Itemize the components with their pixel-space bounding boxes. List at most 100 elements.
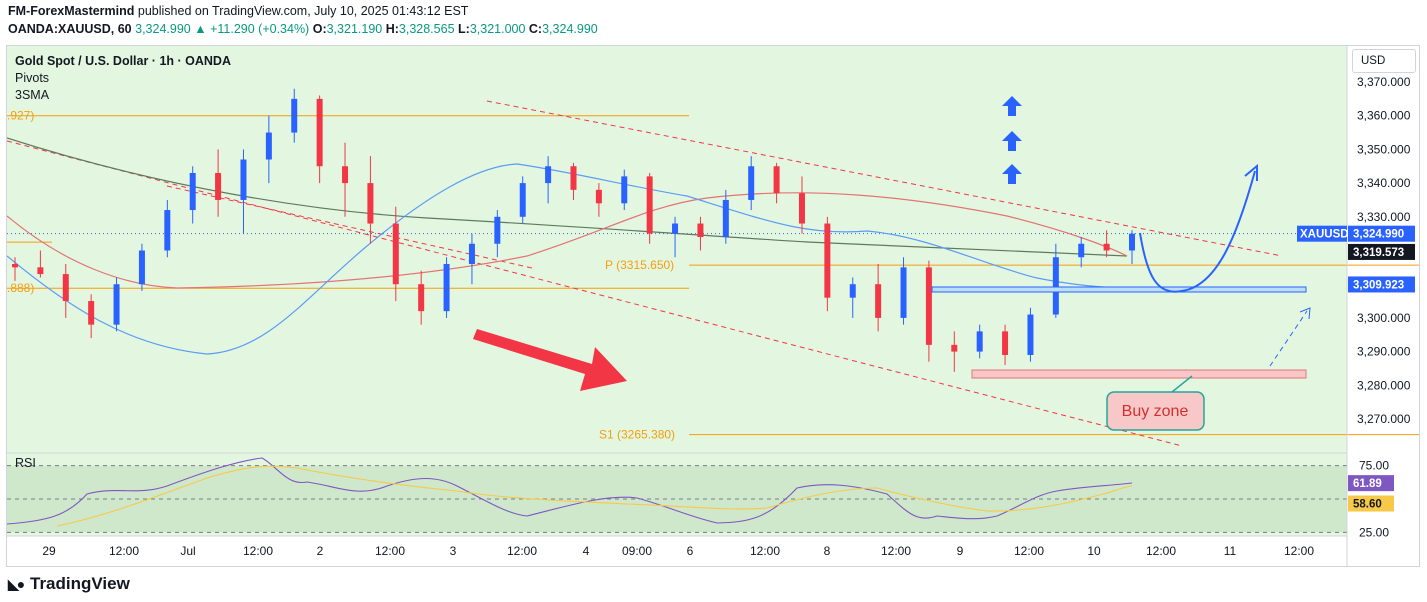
time-tick-label: 12:00 [1284,544,1314,558]
buy-zone-pointer [1171,375,1193,393]
candle-body [925,267,932,345]
time-tick-label: 12:00 [1146,544,1176,558]
sma-mid-line [7,192,1128,289]
candle-body [138,250,145,285]
candle-body [62,274,69,302]
price-tag [1348,276,1415,293]
candle-body [646,176,653,234]
symbol-tag [1297,225,1347,242]
candle-body [1027,314,1034,355]
price-tag-value: 3,324.990 [1353,229,1404,241]
time-tick-label: 10 [1087,544,1101,558]
last-price: 3,324.990 [135,22,191,36]
candle-body [773,166,780,194]
candle-body [722,199,729,238]
price-tick-label: 3,370.000 [1357,75,1411,89]
rsi-pane-label[interactable]: RSI [15,456,36,470]
candle-body [240,159,247,200]
candle-body [367,183,374,224]
pivot-label: P (3315.650) [605,258,674,272]
price-tick-label: 3,270.000 [1357,412,1411,426]
pivot-label: .888) [7,281,34,295]
price-tick-label: 3,350.000 [1357,142,1411,156]
candle-body [621,176,628,204]
time-tick-label: 4 [583,544,590,558]
candle-body [468,243,475,264]
candle-body [875,284,882,318]
chart-legend: Gold Spot / U.S. Dollar · 1h · OANDA Piv… [15,53,231,104]
time-tick-label: 9 [957,544,964,558]
symbol-name[interactable]: OANDA:XAUUSD, 60 [8,22,132,36]
currency-button[interactable]: USD [1352,49,1416,73]
time-tick-label: 09:00 [622,544,652,558]
candle-body [900,267,907,318]
publisher-name[interactable]: FM-ForexMastermind [8,4,135,18]
legend-title[interactable]: Gold Spot / U.S. Dollar · 1h · OANDA [15,54,231,68]
rsi-ma-tag [1348,495,1394,512]
time-tick-label: 8 [824,544,831,558]
low-value: 3,321.000 [469,22,526,36]
time-tick-label: 12:00 [881,544,911,558]
time-tick-label: 11 [1224,544,1237,558]
rsi-ma-line [56,465,1133,527]
projection-dashed [1269,310,1308,367]
chart-canvas[interactable]: .927) .888) P (3315.650) S1 (3265.380) Buy z… [7,46,1419,566]
candle-body [1103,243,1110,251]
pivot-label: .927) [7,109,34,123]
candle-body [672,223,679,234]
rsi-ma-label: 58.60 [1353,499,1382,511]
tradingview-logo[interactable]: ◣● TradingView [8,574,130,594]
time-tick-label: 2 [317,544,324,558]
candle-body [113,284,120,325]
price-tag [1348,225,1415,242]
projection-arrow-icon [1244,163,1258,181]
time-tick-label: Jul [180,544,195,558]
symbol-tag-label: XAUUSD [1300,229,1349,241]
up-arrow-icon [1002,96,1022,116]
open-label: O: [312,22,327,36]
price-tick-label: 3,330.000 [1357,210,1411,224]
candle-body [12,263,18,268]
price-tag-value: 3,309.923 [1353,279,1404,291]
close-value: 3,324.990 [542,22,598,36]
high-value: 3,328.565 [398,22,455,36]
candle-body [316,98,323,167]
rsi-band [7,465,1347,533]
candle-body [37,267,44,275]
candle-body [342,166,349,184]
candle-body [494,216,501,244]
price-tag [1348,243,1415,260]
price-tag-value: 3,319.573 [1353,247,1404,259]
candle-body [88,301,95,325]
down-arrow-icon [473,329,627,391]
time-tick-label: 12:00 [109,544,139,558]
ohlc-line: OANDA:XAUUSD, 60 3,324.990 ▲ +11.290 (+0… [8,22,598,36]
candle-body [1052,257,1059,315]
pivot-label: S1 (3265.380) [599,428,675,442]
up-arrow-icon: ▲ [194,22,207,36]
candle-body [798,193,805,224]
candle-body [189,172,196,211]
candle-body [951,344,958,352]
legend-pivots[interactable]: Pivots [15,71,50,85]
buy-zone-rect [971,369,1307,379]
chart-frame[interactable]: .927) .888) P (3315.650) S1 (3265.380) Buy z… [6,45,1420,567]
candle-body [1078,243,1085,258]
time-tick-label: 6 [687,544,694,558]
candle-body [265,132,272,160]
close-label: C: [528,22,543,36]
candle-body [697,223,704,238]
candle-body [1129,233,1135,251]
time-tick-label: 12:00 [243,544,273,558]
candle-body [976,331,983,352]
candle-body [570,166,577,190]
rsi-value-label: 61.89 [1353,478,1382,490]
legend-sma[interactable]: 3SMA [15,88,50,102]
price-pane-bg [7,46,1347,456]
candle-body [748,166,755,200]
candle-body [545,166,552,184]
projection-curve [1139,170,1256,293]
time-tick-label: 12:00 [375,544,405,558]
channel-lower-line [7,140,1183,447]
time-tick-label: 12:00 [750,544,780,558]
